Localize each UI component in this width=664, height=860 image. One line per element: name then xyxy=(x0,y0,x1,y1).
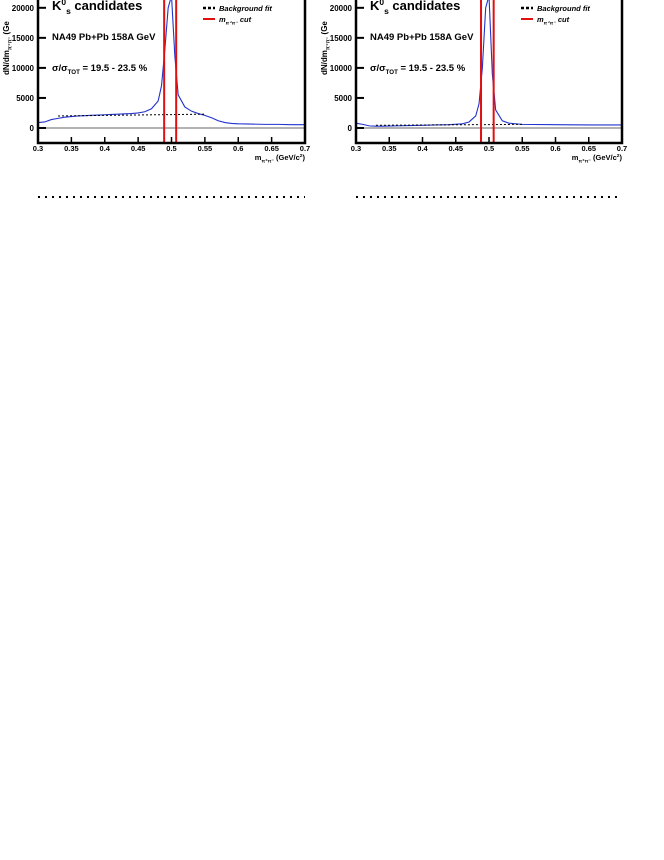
y-axis-label-part: (Ge xyxy=(2,21,11,37)
annotation-part: TOT xyxy=(386,69,398,76)
chart-title: K0s candidates xyxy=(52,0,142,16)
frame xyxy=(36,0,307,145)
x-tick-label: 0.45 xyxy=(448,144,463,153)
legend-label: Background fit xyxy=(219,4,272,13)
x-axis-label: mπ⁺π⁻ (GeV/c2) xyxy=(255,153,306,164)
legend-label-part: m xyxy=(537,15,544,24)
y-axis-label-part: dN/dm xyxy=(320,50,329,75)
chart-title-part: K xyxy=(370,0,380,13)
x-axis-label-part: m xyxy=(255,153,262,162)
frame xyxy=(354,0,624,145)
x-axis-label-part: π⁺π⁻ xyxy=(261,158,274,164)
x-tick-label: 0.65 xyxy=(581,144,596,153)
chart-title-part: candidates xyxy=(389,0,461,13)
annotation-part: NA49 Pb+Pb 158A GeV xyxy=(370,32,474,43)
background-fit xyxy=(375,123,523,126)
x-tick-label: 0.4 xyxy=(100,144,111,153)
x-tick-label: 0.3 xyxy=(33,144,43,153)
legend-label: Data xyxy=(537,0,553,2)
y-tick-label: 20000 xyxy=(330,4,353,13)
chart-title-part: s xyxy=(384,6,389,16)
x-tick-label: 0.5 xyxy=(484,144,494,153)
x-tick-label: 0.4 xyxy=(417,144,428,153)
annotation-part: = 19.5 - 23.5 % xyxy=(80,63,148,74)
data-line xyxy=(356,0,622,127)
y-tick-label: 0 xyxy=(30,124,35,133)
legend-label: Data xyxy=(219,0,235,2)
y-tick-label: 15000 xyxy=(330,34,353,43)
annotation: NA49 Pb+Pb 158A GeV xyxy=(52,32,156,43)
x-axis-label-part: 2 xyxy=(300,153,303,159)
legend-label-part: cut xyxy=(238,15,252,24)
legend-label-part: π⁺π⁻ xyxy=(226,20,239,26)
y-tick-label: 5000 xyxy=(16,94,34,103)
y-tick-label: 10000 xyxy=(330,64,353,73)
x-axis-label-part: ) xyxy=(303,153,306,162)
x-tick-label: 0.35 xyxy=(382,144,397,153)
x-tick-label: 0.45 xyxy=(131,144,146,153)
legend-label: mπ⁺π⁻ cut xyxy=(537,15,570,26)
chart-title-part: K xyxy=(52,0,62,13)
annotation: σ/σTOT = 19.5 - 23.5 % xyxy=(370,63,466,76)
chart-title-part: 0 xyxy=(61,0,66,7)
x-tick-label: 0.65 xyxy=(264,144,279,153)
x-axis-label: mπ⁺π⁻ (GeV/c2) xyxy=(572,153,623,164)
y-tick-label: 20000 xyxy=(12,4,35,13)
annotation-part: σ/σ xyxy=(52,63,68,74)
x-tick-label: 0.55 xyxy=(198,144,213,153)
y-axis-label: dN/dmπ⁺π⁻ (Ge xyxy=(320,21,331,75)
y-axis-label-part: dN/dm xyxy=(2,50,11,75)
x-tick-label: 0.3 xyxy=(351,144,361,153)
x-tick-label: 0.7 xyxy=(300,144,310,153)
x-axis-label-part: π⁺π⁻ xyxy=(578,158,591,164)
chart-title-part: s xyxy=(66,6,71,16)
x-tick-label: 0.35 xyxy=(64,144,79,153)
annotation-part: TOT xyxy=(68,69,80,76)
x-axis-label-part: 2 xyxy=(617,153,620,159)
x-tick-label: 0.7 xyxy=(617,144,627,153)
x-tick-label: 0.6 xyxy=(233,144,243,153)
legend-label-part: π⁺π⁻ xyxy=(544,20,557,26)
x-axis-label-part: (GeV/c xyxy=(591,153,617,162)
chart-title-part: candidates xyxy=(71,0,143,13)
legend-label: Background fit xyxy=(537,4,590,13)
legend-label: mπ⁺π⁻ cut xyxy=(219,15,252,26)
y-axis-label-part: (Ge xyxy=(320,21,329,37)
y-tick-label: 15000 xyxy=(12,34,35,43)
annotation-part: = 19.5 - 23.5 % xyxy=(398,63,466,74)
y-tick-label: 0 xyxy=(348,124,353,133)
x-axis-label-part: (GeV/c xyxy=(274,153,300,162)
y-axis-label-part: π⁺π⁻ xyxy=(7,36,13,50)
background-fit xyxy=(58,113,205,117)
chart-title: K0s candidates xyxy=(370,0,460,16)
y-tick-label: 10000 xyxy=(12,64,35,73)
y-axis-label: dN/dmπ⁺π⁻ (Ge xyxy=(2,21,13,75)
x-axis-label-part: ) xyxy=(620,153,623,162)
annotation-part: NA49 Pb+Pb 158A GeV xyxy=(52,32,156,43)
annotation: σ/σTOT = 19.5 - 23.5 % xyxy=(52,63,148,76)
y-axis-label-part: π⁺π⁻ xyxy=(325,36,331,50)
annotation: NA49 Pb+Pb 158A GeV xyxy=(370,32,474,43)
legend-label-part: cut xyxy=(556,15,570,24)
x-tick-label: 0.6 xyxy=(550,144,560,153)
x-tick-label: 0.5 xyxy=(166,144,176,153)
y-tick-label: 5000 xyxy=(334,94,352,103)
data-line xyxy=(38,0,305,126)
x-axis-label-part: m xyxy=(572,153,579,162)
x-tick-label: 0.55 xyxy=(515,144,530,153)
annotation-part: σ/σ xyxy=(370,63,386,74)
chart-title-part: 0 xyxy=(379,0,384,7)
legend-label-part: m xyxy=(219,15,226,24)
